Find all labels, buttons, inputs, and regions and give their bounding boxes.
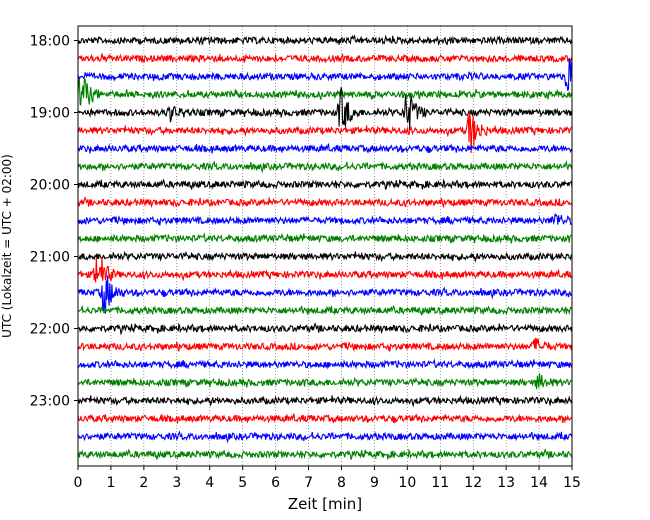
y-tick-label: 23:00 — [30, 394, 70, 410]
grid-lines — [110, 26, 540, 466]
y-tick-label: 18:00 — [30, 34, 70, 50]
x-tick-label: 2 — [139, 475, 148, 491]
x-axis-title: Zeit [min] — [288, 495, 362, 513]
trace-row — [77, 77, 573, 107]
plot-frame — [77, 25, 573, 467]
y-axis-title: UTC (Lokalzeit = UTC + 02:00) — [0, 154, 14, 338]
trace-row — [77, 196, 573, 209]
trace-row — [77, 337, 573, 352]
x-tick-label: 4 — [205, 475, 214, 491]
trace-row — [77, 322, 573, 336]
x-tick-label: 9 — [370, 475, 379, 491]
x-tick-label: 1 — [106, 475, 115, 491]
x-tick-label: 8 — [337, 475, 346, 491]
x-tick-label: 12 — [464, 475, 482, 491]
trace-row — [77, 358, 573, 370]
trace-row — [77, 448, 573, 460]
x-tick-label: 13 — [497, 475, 515, 491]
trace-row — [77, 57, 573, 91]
y-tick-label: 21:00 — [30, 250, 70, 266]
trace-row — [77, 275, 573, 314]
x-axis-ticks: 0 1 2 3 4 5 6 7 8 9 10 11 12 13 14 15 — [74, 466, 581, 491]
trace-row — [77, 394, 573, 408]
trace-row — [77, 53, 573, 64]
x-tick-label: 5 — [238, 475, 247, 491]
x-tick-label: 14 — [530, 475, 548, 491]
trace-row — [77, 178, 573, 190]
y-tick-label: 20:00 — [30, 178, 70, 194]
trace-row — [77, 373, 573, 390]
trace-row — [77, 304, 573, 316]
trace-row — [77, 34, 573, 46]
trace-row — [77, 143, 573, 154]
seismic-traces — [77, 34, 573, 460]
x-tick-label: 6 — [271, 475, 280, 491]
x-tick-label: 0 — [74, 475, 83, 491]
trace-row — [77, 213, 572, 226]
trace-row — [77, 111, 573, 153]
y-axis-ticks: 18:00 19:00 20:00 21:00 22:00 23:00 — [30, 34, 78, 410]
trace-row — [77, 430, 573, 444]
x-tick-label: 3 — [172, 475, 181, 491]
y-tick-label: 22:00 — [30, 322, 70, 338]
x-tick-label: 15 — [563, 475, 581, 491]
x-tick-label: 11 — [431, 475, 449, 491]
trace-row — [77, 87, 573, 131]
trace-row — [77, 250, 573, 263]
y-tick-label: 19:00 — [30, 106, 70, 122]
trace-row — [77, 257, 573, 283]
trace-row — [77, 413, 573, 424]
x-tick-label: 7 — [304, 475, 313, 491]
x-tick-label: 10 — [398, 475, 416, 491]
trace-row — [77, 160, 573, 174]
trace-row — [77, 232, 573, 244]
